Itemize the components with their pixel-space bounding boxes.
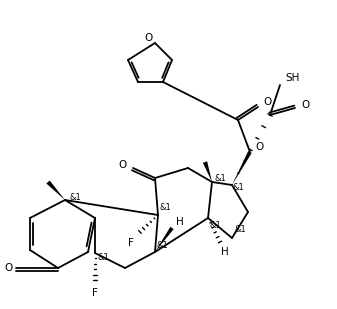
Text: O: O [256,142,264,152]
Text: F: F [128,238,134,248]
Text: SH: SH [286,73,300,83]
Text: &1: &1 [156,240,168,249]
Polygon shape [47,180,65,200]
Text: &1: &1 [232,184,244,193]
Text: &1: &1 [159,204,171,213]
Polygon shape [232,151,252,185]
Text: O: O [263,97,271,107]
Text: &1: &1 [234,226,246,235]
Text: &1: &1 [69,193,81,201]
Text: &1: &1 [209,221,221,230]
Text: &1: &1 [214,173,226,183]
Text: &1: &1 [97,253,109,263]
Text: O: O [118,160,126,170]
Text: O: O [301,100,309,110]
Text: H: H [221,247,229,257]
Polygon shape [203,161,212,182]
Text: F: F [92,288,98,298]
Text: H: H [176,217,184,227]
Polygon shape [155,227,174,252]
Text: O: O [4,263,12,273]
Text: O: O [144,33,152,43]
